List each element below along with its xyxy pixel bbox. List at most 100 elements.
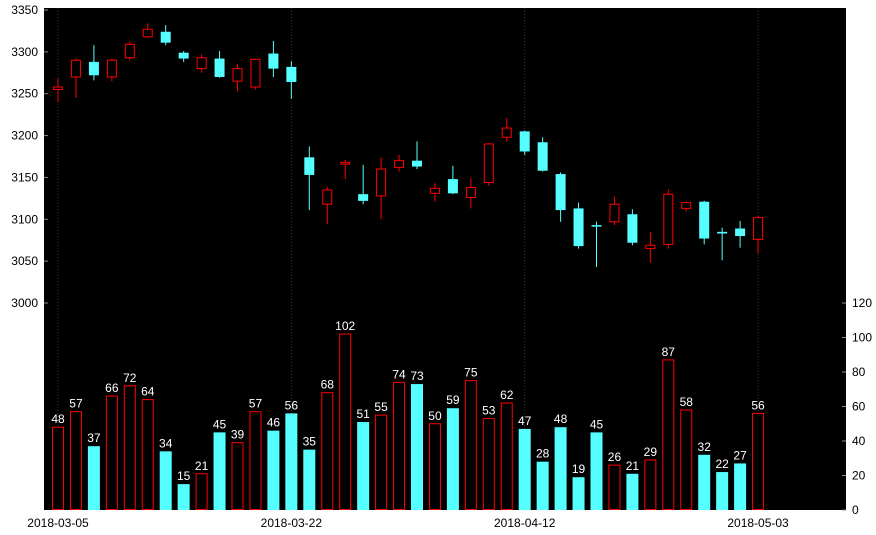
volume-value-label: 58 bbox=[680, 395, 694, 409]
volume-bar-up bbox=[52, 426, 64, 511]
candle-body-up bbox=[124, 43, 135, 59]
candle-body-up bbox=[753, 217, 764, 240]
volume-bar-down bbox=[303, 449, 316, 510]
volume-bar-up bbox=[428, 423, 441, 510]
volume-value-label: 55 bbox=[374, 400, 388, 414]
price-tick-label: 3050 bbox=[11, 254, 38, 268]
volume-value-label: 68 bbox=[321, 378, 335, 392]
date-axis: 2018-03-05 2018-03-22 2018-04-12 2018-05-03 bbox=[27, 516, 789, 530]
candle-body-down bbox=[88, 61, 99, 76]
price-tick-label: 3150 bbox=[11, 170, 38, 184]
plot-background bbox=[44, 8, 846, 510]
volume-axis: 0 20 40 60 80 100 120 bbox=[842, 296, 872, 517]
candle-body-up bbox=[465, 186, 476, 199]
volume-bar-up bbox=[123, 385, 136, 510]
price-tick-label: 3100 bbox=[11, 212, 38, 226]
volume-value-label: 73 bbox=[410, 369, 424, 383]
candle-body-down bbox=[591, 225, 602, 227]
x-tick-label: 2018-05-03 bbox=[727, 516, 789, 530]
candle-body-down bbox=[412, 160, 422, 167]
volume-value-label: 59 bbox=[446, 393, 460, 407]
x-tick-label: 2018-03-05 bbox=[27, 516, 89, 530]
volume-bar-up bbox=[680, 409, 693, 511]
volume-value-label: 51 bbox=[356, 407, 370, 421]
volume-value-label: 37 bbox=[87, 431, 101, 445]
volume-value-label: 21 bbox=[195, 459, 209, 473]
volume-value-label: 57 bbox=[69, 397, 83, 411]
volume-bar-down bbox=[716, 472, 729, 510]
volume-bar-down bbox=[159, 451, 172, 510]
volume-tick-label: 60 bbox=[852, 400, 866, 414]
candle-body-up bbox=[429, 187, 440, 194]
volume-tick-label: 80 bbox=[852, 365, 866, 379]
candle-body-down bbox=[358, 194, 369, 201]
candle-body-up bbox=[609, 203, 620, 223]
candle-body-up bbox=[645, 244, 656, 250]
volume-value-label: 72 bbox=[123, 371, 137, 385]
volume-value-label: 47 bbox=[518, 414, 532, 428]
candle-body-up bbox=[501, 127, 512, 138]
candle-body-up bbox=[376, 168, 387, 197]
candle-body-down bbox=[160, 31, 171, 43]
price-tick-label: 3200 bbox=[11, 129, 38, 143]
volume-bar-up bbox=[249, 411, 262, 510]
volume-value-label: 75 bbox=[464, 366, 478, 380]
volume-value-label: 45 bbox=[213, 417, 227, 431]
volume-bar-up bbox=[644, 459, 657, 511]
volume-bar-up bbox=[375, 414, 388, 510]
candle-body-down bbox=[555, 174, 566, 211]
candle-body-up bbox=[232, 68, 243, 82]
candle-body-down bbox=[519, 131, 530, 152]
volume-value-label: 56 bbox=[751, 398, 765, 412]
volume-bar-up bbox=[69, 411, 82, 510]
volume-bar-down bbox=[554, 427, 567, 510]
volume-bar-down bbox=[446, 408, 459, 510]
price-tick-label: 3000 bbox=[11, 296, 38, 310]
volume-bar-down bbox=[590, 432, 603, 510]
volume-bar-down bbox=[267, 430, 280, 510]
volume-value-label: 45 bbox=[590, 417, 604, 431]
volume-value-label: 57 bbox=[249, 397, 263, 411]
candle-body-up bbox=[106, 59, 117, 78]
volume-value-label: 74 bbox=[392, 367, 406, 381]
candle-body-down bbox=[268, 53, 279, 69]
volume-bar-up bbox=[752, 412, 765, 510]
volume-value-label: 39 bbox=[231, 428, 245, 442]
volume-value-label: 53 bbox=[482, 404, 496, 418]
volume-bar-up bbox=[339, 333, 352, 510]
candle-body-up bbox=[250, 58, 261, 88]
volume-bar-up bbox=[321, 392, 334, 511]
volume-value-label: 102 bbox=[335, 319, 355, 333]
volume-bars bbox=[52, 333, 765, 511]
volume-value-label: 29 bbox=[644, 445, 658, 459]
price-axis: 3000 3050 3100 3150 3200 3250 3300 3350 bbox=[11, 3, 48, 310]
volume-tick-label: 0 bbox=[852, 503, 859, 517]
candle-body-down bbox=[735, 228, 746, 237]
volume-bar-up bbox=[231, 442, 244, 511]
volume-bar-up bbox=[464, 380, 477, 510]
volume-bar-down bbox=[213, 432, 226, 510]
candle-body-up bbox=[340, 161, 351, 165]
volume-bar-down bbox=[536, 461, 549, 510]
volume-bar-up bbox=[608, 464, 621, 510]
volume-bar-up bbox=[105, 395, 118, 510]
volume-value-label: 34 bbox=[159, 436, 173, 450]
volume-bar-down bbox=[357, 422, 370, 510]
candle-body-up bbox=[142, 28, 153, 38]
candle-body-up bbox=[394, 160, 405, 168]
candle-body-down bbox=[537, 142, 548, 171]
price-tick-label: 3350 bbox=[11, 3, 38, 17]
candle-body-up bbox=[681, 202, 692, 209]
volume-bar-down bbox=[411, 384, 423, 510]
volume-bar-up bbox=[500, 402, 513, 510]
volume-bar-down bbox=[87, 446, 100, 510]
volume-value-label: 32 bbox=[698, 440, 712, 454]
volume-tick-label: 120 bbox=[852, 296, 872, 310]
price-tick-label: 3300 bbox=[11, 45, 38, 59]
volume-bar-down bbox=[698, 454, 711, 510]
volume-value-label: 27 bbox=[733, 448, 747, 462]
candle-body-up bbox=[483, 143, 494, 183]
candle-body-down bbox=[214, 58, 225, 77]
volume-value-label: 19 bbox=[572, 462, 586, 476]
volume-bar-up bbox=[141, 399, 154, 511]
